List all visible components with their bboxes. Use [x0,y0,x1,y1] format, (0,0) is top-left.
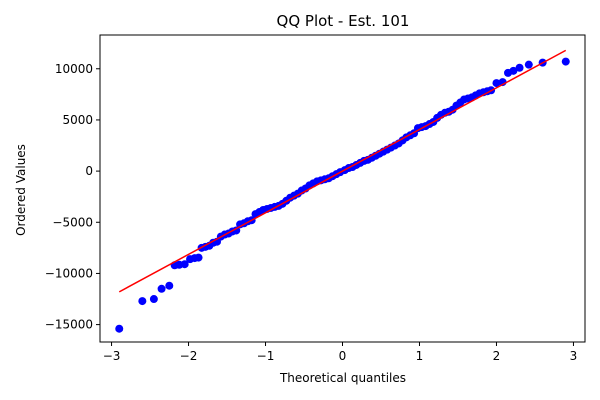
y-tick-label: 10000 [55,62,93,76]
x-tick-label: −2 [180,349,198,363]
data-point [180,260,189,269]
data-point [138,297,147,306]
x-axis: −3 −2 −1 0 1 2 3 [103,342,578,363]
y-tick-label: −5000 [52,215,93,229]
data-point [115,324,124,333]
data-point [157,284,166,293]
x-axis-label: Theoretical quantiles [279,371,406,385]
plot-area [115,49,570,333]
data-point [509,66,518,75]
data-point [524,60,533,69]
x-tick-label: −1 [257,349,275,363]
data-point [561,57,570,66]
data-point [165,281,174,290]
y-axis: −15000 −10000 −5000 0 5000 10000 [45,62,100,332]
y-tick-label: −15000 [45,318,93,332]
y-tick-label: 0 [85,164,93,178]
x-tick-label: 3 [570,349,578,363]
data-point [515,63,524,72]
data-point [492,79,501,88]
x-tick-label: 1 [416,349,424,363]
y-tick-label: −10000 [45,266,93,280]
x-tick-label: 0 [339,349,347,363]
chart-title: QQ Plot - Est. 101 [277,12,410,30]
data-point [232,226,241,235]
x-tick-label: −3 [103,349,121,363]
x-tick-label: 2 [493,349,501,363]
data-point [194,253,203,262]
y-axis-label: Ordered Values [14,144,28,236]
data-point [149,295,158,304]
y-tick-label: 5000 [62,113,93,127]
plot-frame [99,34,586,343]
fit-line [118,49,567,293]
